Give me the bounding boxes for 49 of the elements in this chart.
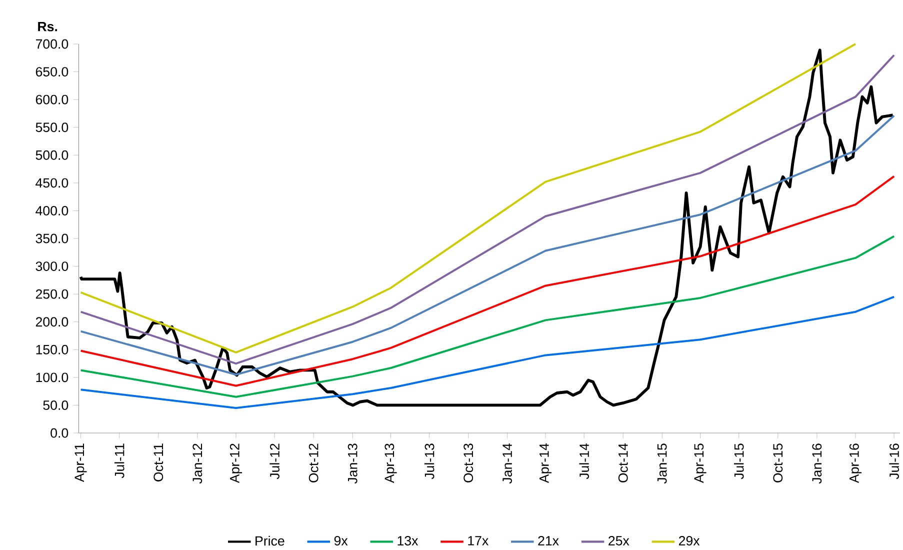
x-tick-label: Oct-14	[618, 443, 628, 482]
y-tick-label: 600.0	[36, 94, 68, 104]
y-tick-label: 150.0	[36, 344, 68, 354]
y-tick-label: 650.0	[36, 67, 68, 77]
line-series	[80, 175, 896, 387]
y-axis-title: Rs.	[38, 22, 58, 32]
x-tick-label: Jul-16	[889, 444, 899, 480]
x-tick-label: Oct-11	[154, 444, 164, 482]
x-tick-label: Jan-15	[657, 444, 667, 484]
legend-label: 17x	[468, 536, 488, 546]
legend-label: 25x	[608, 536, 630, 546]
y-tick-label: 250.0	[36, 289, 68, 299]
y-tick-label: 200.0	[36, 317, 68, 327]
legend-label: Price	[256, 536, 284, 546]
x-tick-label: Jan-16	[812, 444, 822, 484]
line-series	[80, 235, 896, 398]
y-tick-label: 0.0	[50, 428, 68, 438]
y-tick-label: 350.0	[36, 234, 68, 244]
x-tick-label: Apr-13	[384, 444, 397, 484]
y-tick-label: 300.0	[36, 262, 68, 271]
x-tick-label: Apr-11	[74, 444, 87, 482]
y-tick-label: 400.0	[36, 206, 68, 216]
x-tick-label: Jul-13	[424, 444, 434, 480]
y-tick-label: 50.0	[43, 400, 68, 410]
legend-label: 29x	[678, 536, 700, 546]
x-tick-label: Oct-13	[464, 444, 474, 482]
x-tick-label: Apr-12	[230, 444, 242, 484]
x-tick-label: Jan-12	[192, 444, 202, 484]
x-tick-label: Apr-14	[540, 443, 552, 484]
x-tick-label: Oct-15	[773, 444, 783, 482]
line-series	[80, 114, 896, 376]
x-tick-label: Jul-12	[270, 444, 280, 480]
y-tick-label: 100.0	[36, 372, 68, 382]
y-tick-label: 550.0	[36, 122, 68, 132]
x-tick-label: Oct-12	[308, 444, 318, 482]
legend-label: 21x	[538, 536, 559, 546]
x-tick-label: Jan-14	[502, 443, 512, 484]
y-tick-label: 700.0	[36, 39, 68, 49]
x-tick-label: Jul-14	[579, 443, 589, 480]
x-tick-label: Jul-15	[734, 444, 744, 480]
y-tick-label: 450.0	[36, 178, 68, 188]
y-tick-label: 500.0	[36, 150, 68, 160]
x-tick-label: Jan-13	[348, 444, 358, 484]
legend-label: 9x	[334, 536, 348, 546]
x-tick-label: Apr-15	[694, 444, 706, 484]
x-tick-label: Jul-11	[114, 444, 124, 478]
line-series	[80, 296, 896, 409]
legend-label: 13x	[398, 536, 418, 546]
x-tick-label: Apr-16	[849, 444, 862, 484]
